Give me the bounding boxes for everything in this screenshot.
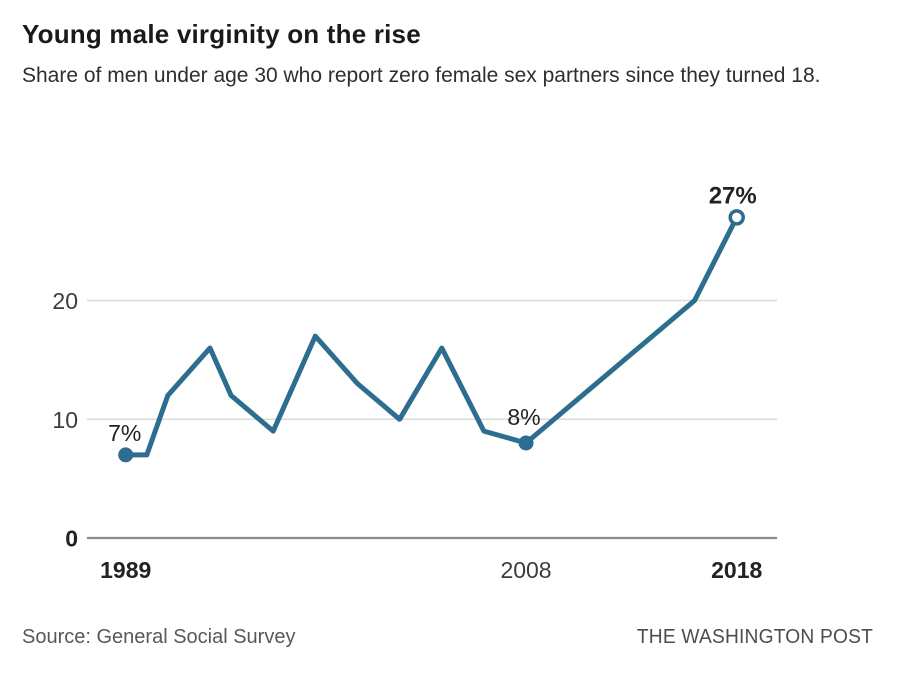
y-tick-label-20: 20 (52, 288, 78, 314)
data-point-open-2018 (728, 209, 745, 226)
point-label-2018: 27% (709, 182, 757, 209)
y-tick-label-0: 0 (65, 526, 78, 552)
chart-header: Young male virginity on the rise Share o… (22, 18, 862, 90)
chart-footer: Source: General Social Survey THE WASHIN… (22, 626, 873, 649)
x-tick-label-2018: 2018 (711, 557, 762, 583)
data-point-1989 (118, 447, 134, 463)
data-point-2008 (518, 435, 534, 451)
x-tick-label-2008: 2008 (500, 557, 551, 583)
x-tick-label-1989: 1989 (100, 557, 151, 583)
point-label-2008: 8% (507, 404, 540, 430)
y-tick-label-10: 10 (52, 407, 78, 433)
source-note: Source: General Social Survey (22, 626, 296, 648)
publisher-wordmark: THE WASHINGTON POST (636, 626, 873, 648)
chart-subtitle: Share of men under age 30 who report zer… (22, 64, 821, 87)
point-label-1989: 7% (108, 420, 141, 446)
chart-title: Young male virginity on the rise (22, 19, 421, 49)
